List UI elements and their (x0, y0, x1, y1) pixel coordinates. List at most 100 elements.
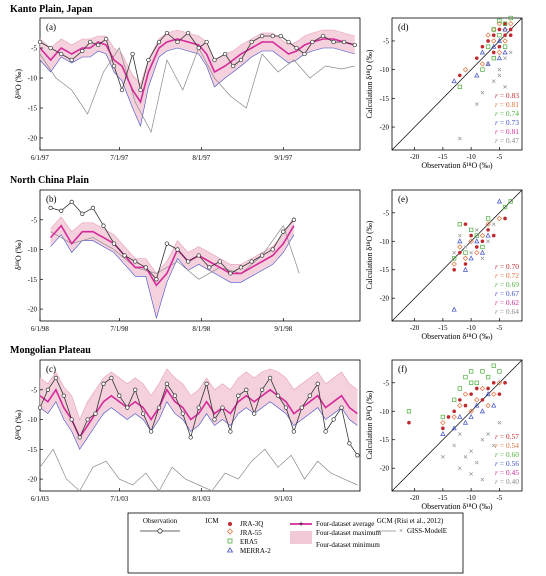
ytick-label: -20 (380, 465, 390, 473)
one-to-one-line (391, 189, 523, 322)
point-jra55 (479, 61, 486, 67)
point-giss (497, 420, 502, 425)
point-merra2 (502, 49, 508, 55)
ytick-label: -10 (380, 66, 390, 74)
ytick-label: -10 (28, 75, 38, 83)
observation-point (53, 375, 59, 381)
observation-point (299, 405, 304, 410)
point-era5 (468, 369, 474, 374)
series-min-line (50, 234, 295, 320)
xtick-label: 6/1/03 (31, 495, 49, 503)
ytick-label: -5 (31, 386, 37, 394)
ytick-label: -5 (31, 45, 37, 53)
xtick-label: -5 (496, 324, 502, 332)
observation-point (228, 271, 233, 276)
point-giss (463, 455, 468, 459)
point-jra3q (480, 44, 485, 49)
sc-frame-f (391, 359, 523, 492)
observation-point (45, 387, 51, 392)
point-jra3q (469, 392, 473, 396)
observation-point (164, 381, 170, 386)
point-era5 (457, 222, 462, 227)
point-merra2 (468, 414, 474, 419)
ts-ylabel-c: δ¹⁸O (‰) (14, 410, 23, 440)
point-merra2 (474, 72, 480, 78)
legend-giss-label: GISS-ModelE (407, 527, 447, 535)
legend-jra55-label: JRA-55 (240, 529, 262, 537)
point-merra2 (451, 306, 457, 312)
point-giss (503, 85, 507, 89)
point-merra2 (496, 55, 502, 61)
observation-point (117, 393, 122, 398)
point-jra55 (440, 419, 446, 426)
point-giss (474, 102, 479, 106)
xtick-label: -10 (466, 324, 476, 332)
legend-avg-plus: + (298, 519, 303, 529)
ytick-label: -20 (28, 476, 38, 484)
observation-point (69, 57, 74, 63)
point-jra3q (458, 73, 462, 78)
observation-point (278, 33, 283, 39)
point-jra3q (463, 403, 468, 408)
observation-point (48, 45, 53, 51)
point-era5 (463, 250, 468, 255)
point-era5 (491, 363, 496, 368)
observation-point (294, 45, 299, 51)
point-jra55 (485, 32, 491, 38)
observation-point (156, 405, 162, 410)
point-merra2 (457, 414, 463, 419)
legend-gcm-label: GCM (Risi et al., 2012) (377, 517, 444, 525)
point-giss (491, 443, 496, 448)
observation-point (259, 387, 265, 392)
observation-point (80, 48, 85, 54)
legend-frame (127, 512, 464, 574)
point-jra55 (479, 385, 486, 392)
point-jra3q (458, 398, 462, 402)
point-giss (452, 443, 456, 448)
point-giss (497, 73, 502, 78)
observation-point (164, 30, 170, 36)
observation-point (175, 39, 180, 45)
point-jra3q (463, 262, 468, 266)
xtick-label: 9/1/98 (274, 325, 292, 333)
point-jra55 (468, 408, 474, 414)
observation-point (275, 393, 281, 398)
point-merra2 (491, 43, 497, 49)
point-jra3q (491, 50, 496, 55)
observation-point (238, 57, 244, 63)
ytick-label: -15 (28, 446, 38, 454)
point-era5 (480, 369, 485, 374)
ytick-label: -10 (380, 238, 390, 246)
ts-ylabel-a: δ¹⁸O (‰) (14, 69, 23, 99)
point-jra3q (497, 392, 502, 396)
point-merra2 (496, 38, 502, 43)
point-jra55 (491, 38, 497, 44)
observation-point (291, 217, 297, 222)
series-max-line (39, 29, 355, 85)
point-era5 (485, 44, 491, 49)
r-value: r = 0.57 (495, 432, 519, 441)
observation-point (146, 57, 151, 63)
ytick-label: -5 (31, 216, 37, 224)
xtick-label: -20 (410, 153, 420, 161)
r-value: r = 0.45 (495, 468, 519, 477)
point-era5 (457, 386, 462, 391)
legend-observation-marker (157, 528, 163, 534)
r-value: r = 0.81 (495, 127, 519, 136)
point-jra3q (497, 44, 502, 49)
observation-point (207, 265, 212, 270)
observation-point (80, 211, 85, 216)
point-giss (441, 455, 445, 459)
ytick-label: -20 (380, 124, 390, 132)
point-jra3q (480, 398, 485, 402)
ytick-label: -5 (383, 379, 389, 387)
observation-point (188, 435, 193, 440)
point-giss (458, 466, 462, 471)
observation-point (228, 429, 233, 434)
point-era5 (508, 199, 513, 204)
ytick-label: -5 (383, 209, 389, 217)
point-era5 (457, 84, 462, 90)
legend-era5-label: ERA5 (240, 538, 258, 546)
observation-point (310, 39, 315, 45)
observation-point (217, 259, 222, 264)
